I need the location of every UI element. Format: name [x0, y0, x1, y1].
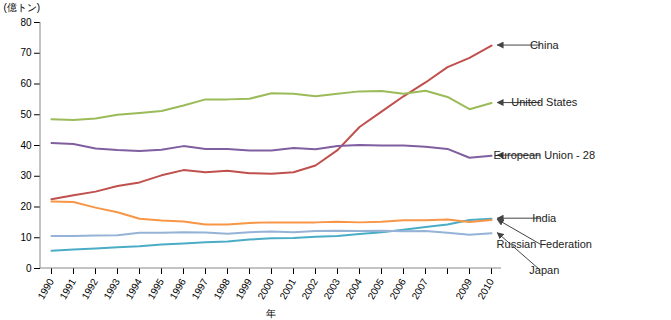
svg-text:2004: 2004 [343, 276, 364, 301]
svg-text:2002: 2002 [299, 276, 320, 301]
svg-text:30: 30 [20, 170, 32, 181]
svg-text:1996: 1996 [167, 276, 188, 301]
svg-text:India: India [532, 212, 557, 224]
svg-text:20: 20 [20, 201, 32, 212]
svg-text:1993: 1993 [101, 276, 122, 301]
svg-text:2009: 2009 [453, 276, 474, 301]
svg-text:1998: 1998 [211, 276, 232, 301]
svg-text:1995: 1995 [145, 276, 166, 301]
svg-text:China: China [530, 39, 560, 51]
svg-text:1991: 1991 [57, 276, 78, 301]
svg-text:2001: 2001 [277, 276, 298, 301]
svg-text:2005: 2005 [365, 276, 386, 301]
svg-text:1999: 1999 [233, 276, 254, 301]
svg-text:70: 70 [20, 47, 32, 58]
svg-text:80: 80 [20, 17, 32, 28]
svg-text:40: 40 [20, 140, 32, 151]
svg-text:2010: 2010 [475, 276, 496, 301]
svg-text:1994: 1994 [123, 276, 144, 301]
svg-text:1990: 1990 [35, 276, 56, 301]
svg-text:European Union - 28: European Union - 28 [494, 149, 596, 161]
svg-text:(億トン): (億トン) [4, 2, 41, 13]
svg-text:2007: 2007 [409, 276, 430, 301]
svg-text:60: 60 [20, 78, 32, 89]
svg-text:50: 50 [20, 109, 32, 120]
svg-text:2006: 2006 [387, 276, 408, 301]
svg-text:年: 年 [266, 308, 276, 319]
svg-text:2003: 2003 [321, 276, 342, 301]
svg-text:1992: 1992 [79, 276, 100, 301]
svg-text:2000: 2000 [255, 276, 276, 301]
svg-text:United States: United States [511, 96, 578, 108]
svg-text:Russian Federation: Russian Federation [496, 238, 592, 250]
svg-text:1997: 1997 [189, 276, 210, 301]
svg-text:0: 0 [26, 263, 32, 274]
svg-text:10: 10 [20, 232, 32, 243]
svg-text:Japan: Japan [529, 264, 559, 276]
